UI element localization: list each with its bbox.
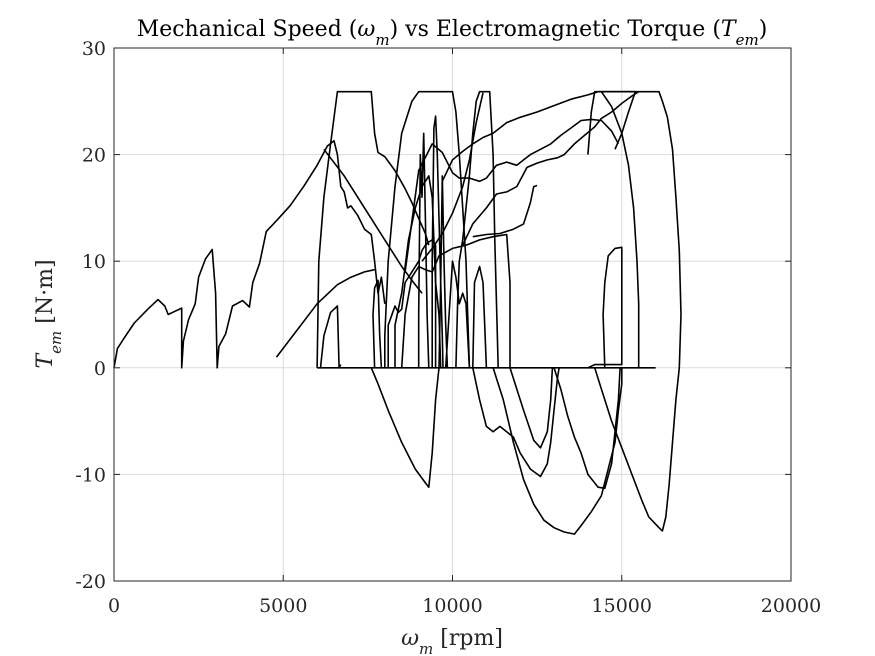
trajectory-segment-11 [438, 175, 449, 368]
trajectory-segment-29 [275, 268, 375, 358]
chart-title: Mechanical Speed (ωm) vs Electromagnetic… [137, 17, 768, 49]
trajectory-segment-7 [394, 175, 442, 368]
trajectory-segment-25 [587, 90, 682, 532]
trajectory-segment-27 [587, 246, 623, 369]
trajectory-segment-8 [384, 90, 471, 368]
y-tick-label: 30 [82, 38, 106, 60]
trajectory-segment-22 [509, 367, 554, 449]
trajectory-segment-10 [417, 132, 430, 368]
trajectory-segment-23 [553, 367, 621, 490]
x-tick-label: 15000 [592, 595, 652, 617]
trajectory-segment-5 [370, 367, 440, 488]
trajectory-segment-17 [441, 90, 637, 182]
y-tick-label: -20 [75, 571, 106, 593]
trajectory-segment-9 [431, 115, 444, 368]
y-tick-label: 20 [82, 145, 106, 167]
x-axis-title: ωm [rpm] [401, 626, 503, 656]
trajectory-segment-19 [461, 91, 640, 246]
x-tick-label: 20000 [761, 595, 821, 617]
trajectory-segment-6 [387, 239, 437, 368]
trajectory-segment-2 [316, 90, 430, 368]
x-tick-label: 5000 [259, 595, 307, 617]
trajectory-segment-18 [421, 92, 484, 262]
series-group [113, 90, 682, 535]
trajectory-segment-12 [400, 233, 511, 368]
y-tick-label: 0 [94, 358, 106, 380]
x-tick-label: 10000 [422, 595, 482, 617]
y-tick-label: -10 [75, 464, 106, 486]
trajectory-segment-20 [472, 184, 538, 238]
tick-labels: 0 5000 10000 15000 20000 -20 -10 0 10 20 30 [75, 38, 821, 617]
trajectory-segment-30 [323, 148, 423, 294]
y-tick-label: 10 [82, 251, 106, 273]
trajectory-segment-14 [455, 90, 499, 368]
y-axis-title: Tem [N·m] [33, 259, 65, 368]
trajectory-segment-3 [319, 305, 342, 369]
x-tick-label: 0 [108, 595, 120, 617]
trajectory-segment-4 [372, 279, 383, 368]
trajectory-segment-1 [113, 139, 386, 369]
trajectory-segment-24 [472, 367, 560, 478]
trajectory-segment-26 [600, 91, 640, 368]
trajectory-segment-15 [472, 265, 488, 368]
